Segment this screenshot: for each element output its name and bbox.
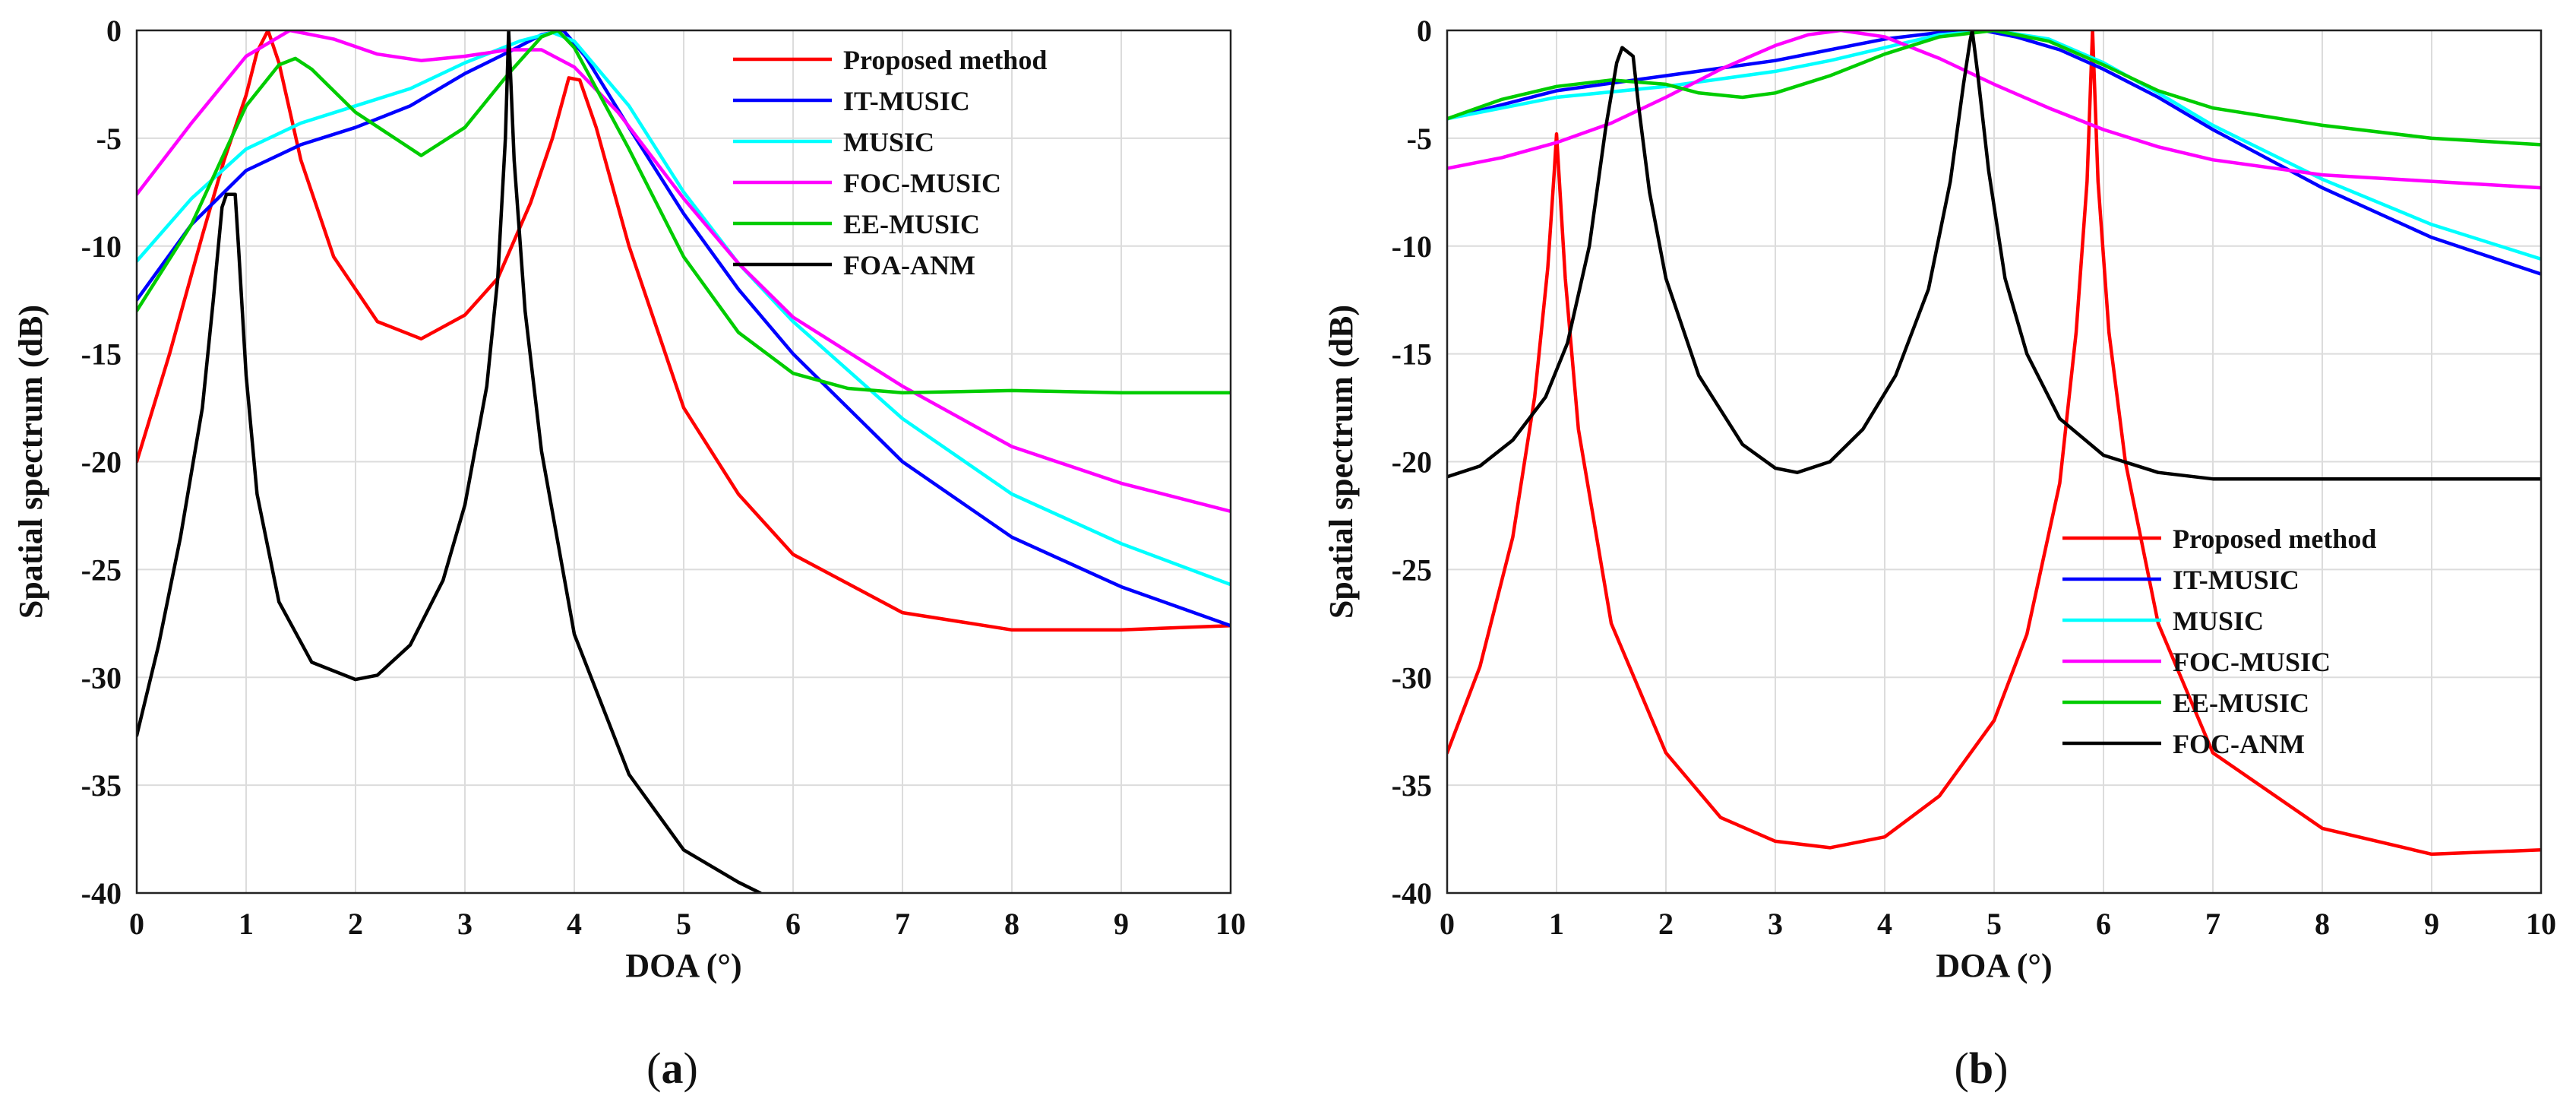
chartb-xtick-label: 9 xyxy=(2424,907,2439,941)
charta-ytick-label: -30 xyxy=(81,660,122,695)
chartb-xtick-label: 7 xyxy=(2205,907,2220,941)
chartb-xtick-label: 10 xyxy=(2526,907,2556,941)
chartb-y-axis-label: Spatial spectrum (dB) xyxy=(1323,305,1360,619)
chartb-xtick-label: 8 xyxy=(2315,907,2330,941)
charta-xtick-label: 8 xyxy=(1004,907,1019,941)
chartb-panel-letter: b xyxy=(1969,1043,1993,1093)
charta-ytick-label: -10 xyxy=(81,230,122,264)
charta-legend-label-foc-music: FOC-MUSIC xyxy=(843,168,1001,198)
charta-series-it-music xyxy=(137,30,1231,628)
charta-ytick-label: -40 xyxy=(81,876,122,910)
chartb-ytick-label: -5 xyxy=(1407,122,1432,156)
chartb-series-foc-music xyxy=(1447,30,2541,190)
chartb-plot-frame xyxy=(1446,29,2543,895)
charta-xtick-label: 3 xyxy=(457,907,473,941)
chartb-xtick-label: 3 xyxy=(1768,907,1783,941)
charta-xtick-label: 2 xyxy=(348,907,363,941)
chartb-series-ee-music xyxy=(1447,30,2541,147)
charta-xtick-label: 10 xyxy=(1215,907,1246,941)
chartb-ytick-label: -20 xyxy=(1392,445,1432,480)
chartb-ytick-label: -35 xyxy=(1392,768,1432,803)
charta-xtick-label: 6 xyxy=(785,907,801,941)
charta-xtick-label: 4 xyxy=(567,907,582,941)
charta-y-axis-label: Spatial spectrum (dB) xyxy=(12,305,49,619)
charta-legend-label-ee-music: EE-MUSIC xyxy=(843,209,980,239)
charta-legend-label-foa-anm: FOA-ANM xyxy=(843,250,975,280)
chartb-xtick-label: 2 xyxy=(1658,907,1674,941)
charta-plot-frame xyxy=(135,29,1232,895)
chartb-xtick-label: 5 xyxy=(1987,907,2002,941)
chartb-ytick-label: -25 xyxy=(1392,553,1432,587)
chartb-legend-label-proposed-method: Proposed method xyxy=(2173,524,2376,554)
charta-panel-letter: a xyxy=(662,1043,684,1093)
chartb-series-music xyxy=(1447,30,2541,261)
charta-legend-label-proposed-method: Proposed method xyxy=(843,45,1047,75)
charta-legend: Proposed method IT-MUSIC MUSIC FOC-MUSIC EE-… xyxy=(733,45,1047,280)
chartb-ytick-label: -40 xyxy=(1392,876,1432,910)
charta-series-ee-music xyxy=(137,30,1231,394)
chart-panel-b: 0 1 2 3 4 5 6 7 8 9 10 0 -5 -10 -15 -20 -25 -30 -35 -40 DOA … xyxy=(1323,14,2556,1093)
charta-xtick-label: 0 xyxy=(129,907,144,941)
chartb-panel-label: (b) xyxy=(1955,1043,2009,1093)
chart-panel-a: 0 1 2 3 4 5 6 7 8 9 10 0 -5 -10 -15 -20 -25 -30 -35 -40 DOA … xyxy=(12,14,1246,1093)
charta-xtick-label: 9 xyxy=(1114,907,1129,941)
chartb-series-foc-anm xyxy=(1447,30,2541,481)
chartb-ytick-label: -10 xyxy=(1392,230,1432,264)
charta-legend-label-it-music: IT-MUSIC xyxy=(843,86,970,116)
chartb-x-axis-label: DOA (°) xyxy=(1936,947,2052,984)
charta-legend-label-music: MUSIC xyxy=(843,127,934,157)
chartb-series-group xyxy=(1447,30,2541,857)
chartb-xtick-label: 0 xyxy=(1440,907,1455,941)
charta-ytick-label: -25 xyxy=(81,553,122,587)
charta-ytick-label: -15 xyxy=(81,337,122,372)
chartb-xtick-label: 4 xyxy=(1877,907,1892,941)
chartb-ytick-label: -30 xyxy=(1392,660,1432,695)
chartb-ytick-label: -15 xyxy=(1392,337,1432,372)
charta-xtick-label: 1 xyxy=(239,907,254,941)
chartb-legend-label-it-music: IT-MUSIC xyxy=(2173,565,2299,595)
chartb-legend-label-foc-music: FOC-MUSIC xyxy=(2173,647,2331,677)
chartb-legend: Proposed method IT-MUSIC MUSIC FOC-MUSIC EE-… xyxy=(2062,524,2376,759)
chartb-legend-label-foc-anm: FOC-ANM xyxy=(2173,729,2305,759)
charta-ytick-label: -20 xyxy=(81,445,122,480)
charta-x-axis-label: DOA (°) xyxy=(625,947,741,984)
chartb-ytick-label: 0 xyxy=(1417,14,1432,48)
charta-ytick-label: -35 xyxy=(81,768,122,803)
charta-series-foa-anm xyxy=(137,30,763,893)
charta-ytick-label: -5 xyxy=(96,122,122,156)
charta-series-group xyxy=(137,30,1231,893)
charta-xtick-label: 5 xyxy=(676,907,691,941)
chartb-xtick-label: 6 xyxy=(2096,907,2111,941)
chartb-xtick-label: 1 xyxy=(1549,907,1564,941)
charta-ytick-label: 0 xyxy=(106,14,122,48)
charta-panel-label: (a) xyxy=(646,1043,698,1093)
chartb-legend-label-music: MUSIC xyxy=(2173,606,2264,636)
chartb-legend-label-ee-music: EE-MUSIC xyxy=(2173,688,2309,718)
charta-xtick-label: 7 xyxy=(895,907,910,941)
charta-series-foc-music xyxy=(137,30,1231,514)
